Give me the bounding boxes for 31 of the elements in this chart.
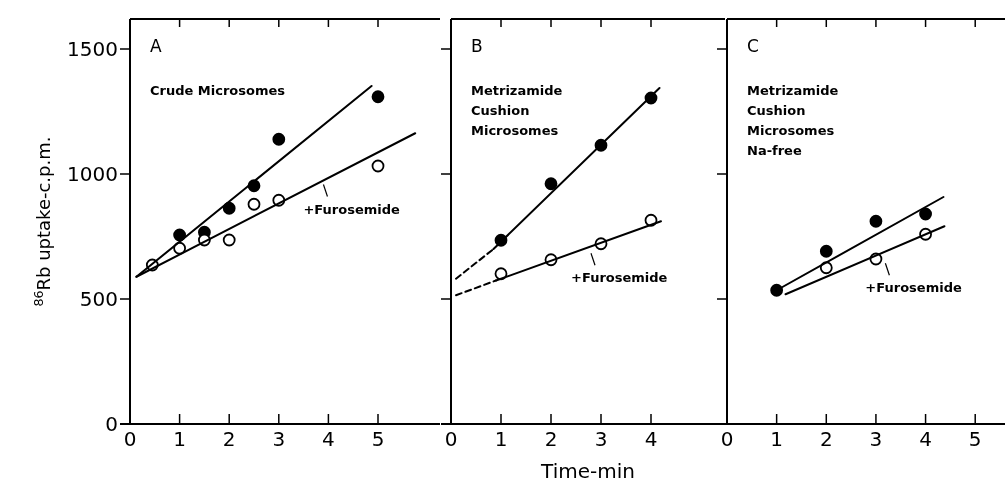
x-tick-label: 4 <box>644 427 658 451</box>
text: Metrizamide Cushion Microsomes <box>471 83 563 138</box>
x-tick-label: 3 <box>869 427 883 451</box>
y-tick-label: 1500 <box>67 37 118 61</box>
x-tick-label: 3 <box>272 427 286 451</box>
text: Crude Microsomes <box>150 83 286 98</box>
y-tick-label: 0 <box>105 412 118 436</box>
x-tick-label: 4 <box>322 427 335 451</box>
x-tick-label: 4 <box>919 427 932 451</box>
x-tick-label: 1 <box>173 427 186 451</box>
x-axis-title: Time-min <box>540 459 635 483</box>
annotation: +Furosemide <box>571 270 668 286</box>
x-tick-label: 2 <box>222 427 236 451</box>
x-tick-label: 2 <box>819 427 833 451</box>
x-tick-label: 1 <box>770 427 784 451</box>
x-tick-label: 0 <box>720 427 734 451</box>
x-tick-label: 0 <box>444 427 458 451</box>
annotation: +Furosemide <box>865 280 962 296</box>
x-tick-label: 3 <box>594 427 608 451</box>
annotation: +Furosemide <box>303 201 401 217</box>
text: C <box>747 36 759 56</box>
y-tick-label: 500 <box>79 287 118 311</box>
text: Metrizamide Cushion Microsomes Na-free <box>747 83 839 158</box>
text: A <box>150 36 162 56</box>
x-tick-label: 0 <box>123 427 137 451</box>
y-tick-label: 1000 <box>67 162 118 186</box>
x-tick-label: 5 <box>968 427 982 451</box>
text: B <box>471 36 483 56</box>
x-tick-label: 1 <box>494 427 508 451</box>
x-tick-label: 5 <box>371 427 385 451</box>
x-tick-label: 2 <box>544 427 558 451</box>
